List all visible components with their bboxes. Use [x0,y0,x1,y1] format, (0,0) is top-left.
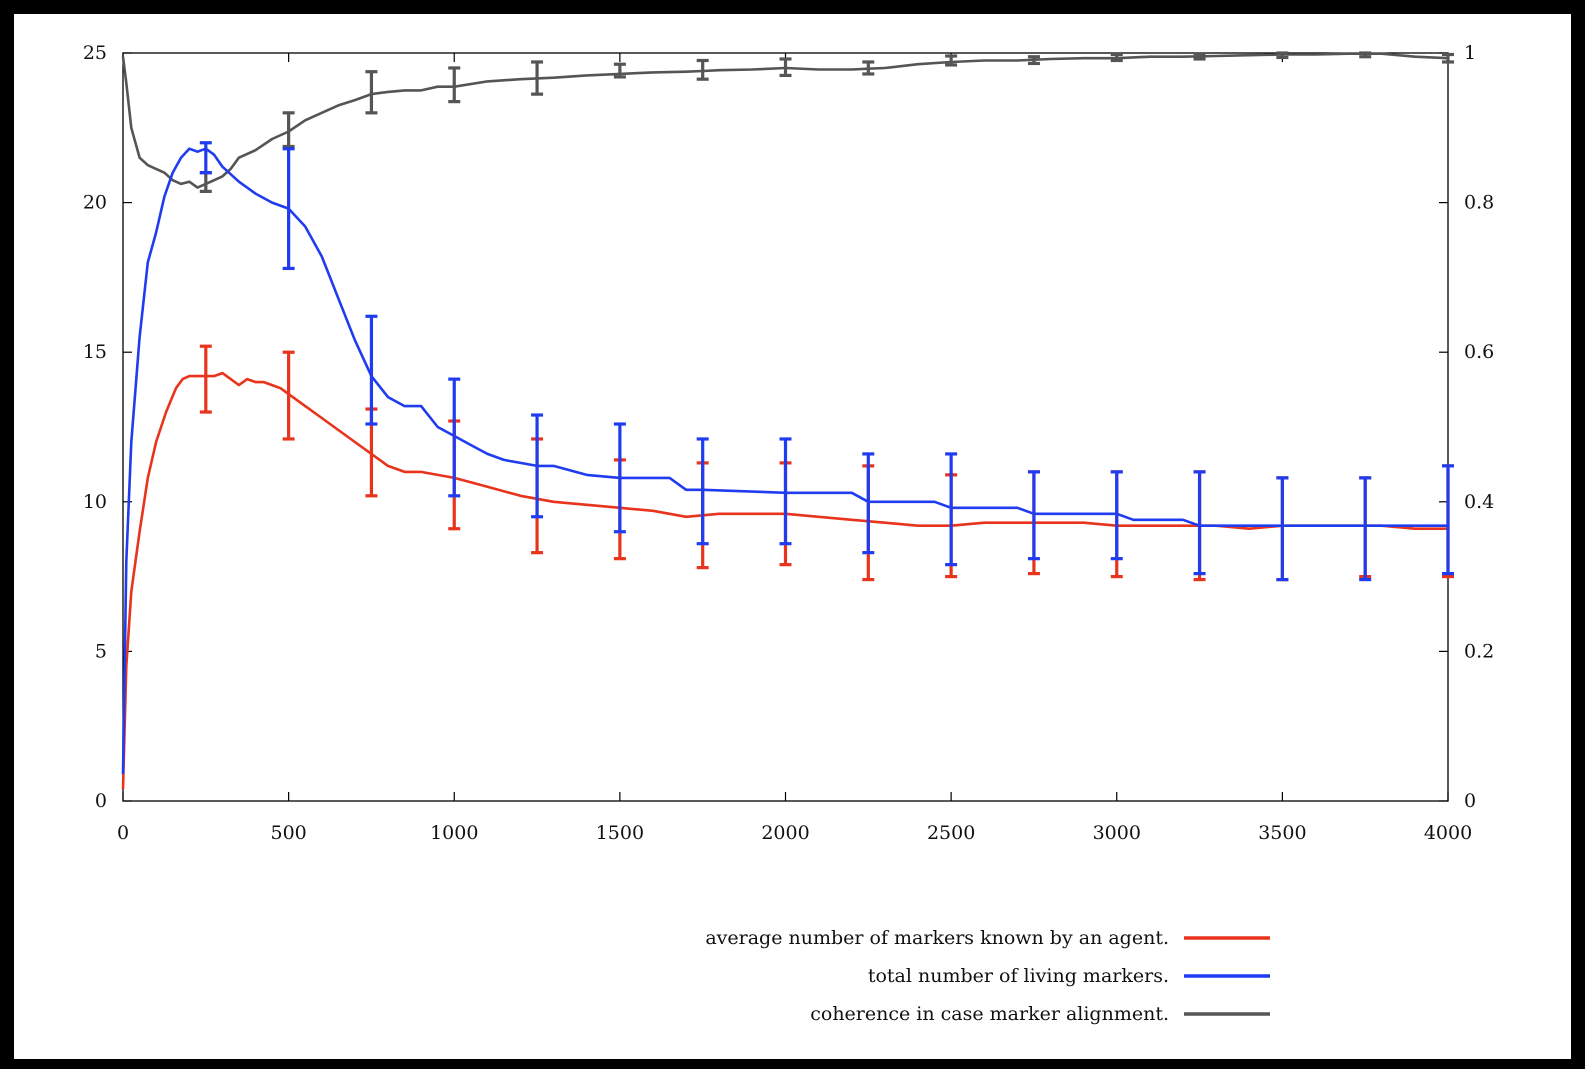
y-tick-label: 10 [83,491,107,513]
series-line-1 [121,147,1448,775]
error-bars [199,51,1454,582]
error-bar-1 [1359,476,1372,582]
plot-area-border [122,52,1449,802]
error-bar-1 [282,147,295,271]
y2-tick-label: 0.2 [1464,640,1494,662]
line-chart: 0 500 1000 1500 2000 2500 3000 3500 400005101520… [83,42,1494,1025]
y2-tick-label: 0.8 [1464,192,1494,214]
y-tick-label: 25 [83,42,107,64]
y2-tick-label: 0 [1464,790,1476,812]
error-bar-1 [613,422,626,534]
error-bar-1 [779,437,792,546]
error-bar-0 [282,350,295,441]
error-bar-2 [1276,51,1289,60]
error-bar-2 [365,70,378,115]
y-tick-label: 20 [83,192,107,214]
error-bar-2 [1359,51,1372,59]
series-line-0 [121,371,1448,790]
error-bar-2 [696,58,709,81]
error-bar-1 [696,437,709,546]
error-bar-2 [1027,55,1040,66]
x-tick-label: 2000 [761,822,809,844]
chart-frame: 0 500 1000 1500 2000 2500 3000 3500 4000 0 5 10 15 20… [14,14,1571,1059]
legend: average number of markers known by an ag… [705,927,1270,1025]
error-bar-1 [531,413,544,519]
x-tick-label: 4000 [1424,822,1472,844]
error-bar-2 [945,54,958,67]
error-bar-1 [199,141,212,175]
error-bar-2 [448,66,461,104]
error-bar-1 [365,314,378,426]
error-bar-2 [779,57,792,78]
y-tick-label: 5 [95,640,107,662]
error-bar-1 [448,377,461,498]
x-tick-label: 1500 [596,822,644,844]
error-bar-2 [862,60,875,76]
legend-label: coherence in case marker alignment. [810,1003,1169,1025]
y2-tick-label: 0.6 [1464,341,1494,363]
legend-entry: coherence in case marker alignment. [810,1003,1270,1025]
plot-border [122,52,1449,802]
x-tick-label: 0 [117,822,129,844]
axis-ticks [122,52,1449,802]
legend-label: total number of living markers. [868,965,1169,987]
error-bar-1 [1276,476,1289,582]
error-bar-2 [1110,52,1123,63]
series-lines [121,52,1449,790]
y-tick-label: 15 [83,341,107,363]
y2-tick-label: 1 [1464,42,1476,64]
x-tick-label: 3000 [1093,822,1141,844]
x-tick-label: 1000 [430,822,478,844]
error-bar-2 [531,60,544,96]
error-bar-1 [1442,464,1454,576]
error-bar-2 [1193,52,1206,61]
legend-entry: total number of living markers. [868,965,1270,987]
error-bar-2 [1442,52,1454,64]
error-bar-1 [1193,470,1206,576]
error-bar-2 [282,111,295,149]
axis-tick-labels: 0 500 1000 1500 2000 2500 3000 3500 400005101520… [83,42,1494,844]
y2-tick-label: 0.4 [1464,491,1494,513]
x-tick-label: 3500 [1258,822,1306,844]
error-bar-1 [1027,470,1040,561]
legend-label: average number of markers known by an ag… [705,927,1169,949]
x-tick-label: 2500 [927,822,975,844]
error-bar-0 [199,344,212,414]
error-bar-1 [1110,470,1123,561]
error-bar-1 [862,452,875,555]
y-tick-label: 0 [95,790,107,812]
x-tick-label: 500 [270,822,306,844]
legend-entry: average number of markers known by an ag… [705,927,1270,949]
error-bar-1 [945,452,958,567]
error-bar-2 [613,62,626,79]
